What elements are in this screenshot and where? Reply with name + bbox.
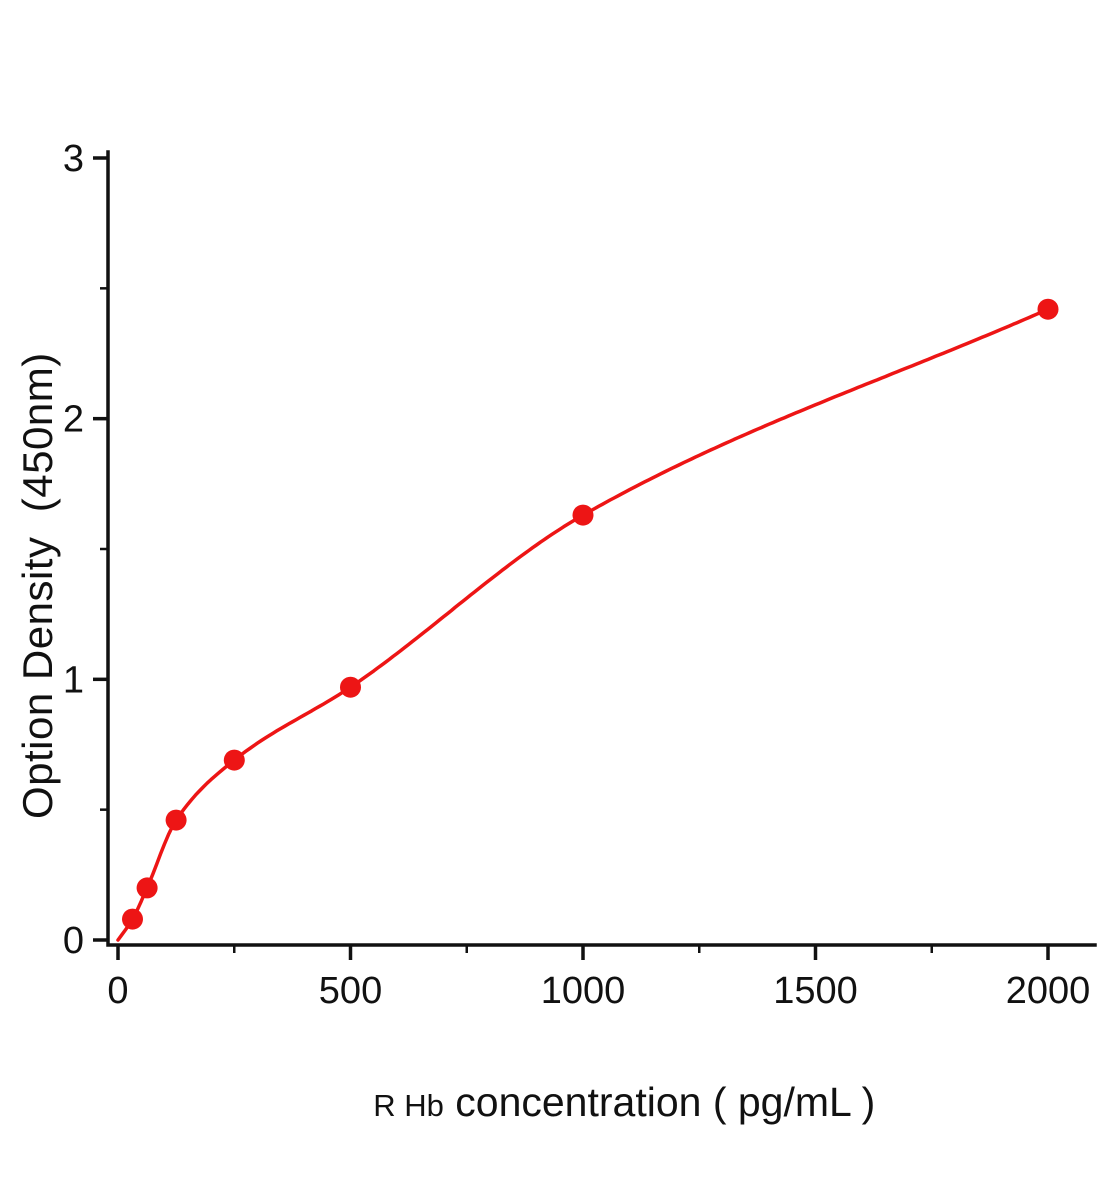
y-axis-title-text: Option Density (450nm) [14, 352, 61, 820]
x-axis-title: R Hb concentration ( pg/mL ) [108, 1032, 1095, 1173]
data-point [223, 749, 245, 771]
svg-text:500: 500 [319, 970, 382, 1012]
data-point [340, 676, 361, 698]
data-point [572, 504, 594, 526]
data-point [122, 908, 143, 930]
svg-text:2000: 2000 [1006, 970, 1091, 1012]
x-axis-title-prefix: R Hb [373, 1088, 444, 1123]
data-point [1037, 298, 1059, 320]
fit-curve [116, 307, 1050, 942]
x-axis-title-main: concentration ( pg/mL ) [443, 1079, 876, 1125]
svg-text:2: 2 [63, 399, 84, 441]
svg-text:0: 0 [63, 920, 84, 962]
data-point [165, 809, 187, 831]
y-axis-title: Option Density (450nm) [0, 330, 110, 890]
svg-text:0: 0 [107, 970, 128, 1012]
svg-text:3: 3 [63, 138, 84, 180]
svg-text:1000: 1000 [541, 970, 626, 1012]
svg-text:1500: 1500 [773, 970, 858, 1012]
data-point [136, 877, 158, 899]
svg-text:1: 1 [63, 659, 84, 701]
